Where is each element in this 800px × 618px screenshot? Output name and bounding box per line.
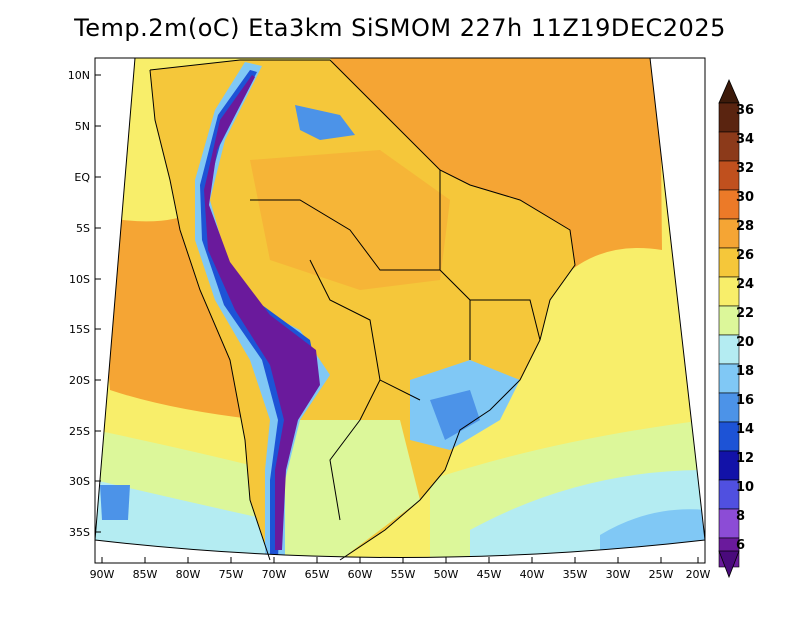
country-borders [149,59,576,561]
map-title: Temp.2m(oC) Eta3km SiSMOM 227h 11Z19DEC2… [74,14,726,42]
colorbar: 36 34 32 30 28 26 24 22 20 18 16 14 12 10 8 6 [718,78,754,579]
border-brazil-states-1 [439,170,471,360]
lon-label-75w: 75W [219,568,244,581]
lat-label-25s: 25S [69,425,90,438]
lon-label-50w: 50W [434,568,459,581]
lon-label-60w: 60W [348,568,373,581]
lon-label-80w: 80W [176,568,201,581]
andes-core [204,75,320,550]
colorbar-label-12: 12 [736,451,754,466]
colorbar-label-8: 8 [736,509,745,524]
colorbar-label-36: 36 [736,103,754,118]
longitude-axis: 90W 85W 80W 75W 70W 65W 60W 55W 50W 45W … [90,557,711,581]
colorbar-label-16: 16 [736,393,754,408]
border-north [250,199,440,271]
coastline-east [149,59,576,561]
colorbar-label-18: 18 [736,364,754,379]
lon-label-45w: 45W [477,568,502,581]
lon-label-30w: 30W [606,568,631,581]
border-bolivia [309,259,421,401]
colorbar-bottom-arrow [718,550,740,579]
lat-label-30s: 30S [69,475,90,488]
map-frame [94,57,706,558]
warm-ocean-north [330,58,662,280]
colorbar-label-10: 10 [736,480,754,495]
lon-label-85w: 85W [133,568,158,581]
lat-label-5n: 5N [75,120,90,133]
colorbar-label-6: 6 [736,538,745,553]
coastline-west [149,69,271,561]
warm-ocean-pacific [95,210,260,420]
lat-label-eq: EQ [74,171,90,184]
southeast-highlands-cold [430,390,480,440]
lat-label-10s: 10S [69,273,90,286]
colorbar-label-34: 34 [736,132,754,147]
lat-label-10n: 10N [68,69,90,82]
colorbar-top-arrow [718,78,740,104]
lon-label-70w: 70W [262,568,287,581]
lon-label-55w: 55W [391,568,416,581]
coldest-patch-sw [100,485,130,520]
axes-box [94,57,706,564]
colorbar-label-22: 22 [736,306,754,321]
colorbar-label-32: 32 [736,161,754,176]
temperature-field [95,58,705,558]
lon-label-90w: 90W [90,568,115,581]
border-argentina [329,379,381,521]
lon-label-20w: 20W [686,568,711,581]
andes-outer [195,62,330,558]
guiana-highlands [295,105,355,140]
lon-label-25w: 25W [649,568,674,581]
colorbar-label-20: 20 [736,335,754,350]
lat-label-15s: 15S [69,323,90,336]
colorbar-label-14: 14 [736,422,754,437]
lon-label-65w: 65W [305,568,330,581]
colorbar-label-30: 30 [736,190,754,205]
latitude-axis: 10N 5N EQ 5S 10S 15S 20S 25S 30S 35S [68,69,101,539]
colorbar-label-28: 28 [736,219,754,234]
southern-cone-cool [265,420,420,558]
colorbar-label-26: 26 [736,248,754,263]
border-brazil-states-2 [470,299,541,341]
lon-label-35w: 35W [563,568,588,581]
lon-label-40w: 40W [520,568,545,581]
lat-label-20s: 20S [69,374,90,387]
amazon-warm-area [250,150,450,290]
cold-ocean-sw [95,480,270,558]
colorbar-label-24: 24 [736,277,754,292]
lat-label-5s: 5S [76,222,90,235]
lat-label-35s: 35S [69,526,90,539]
